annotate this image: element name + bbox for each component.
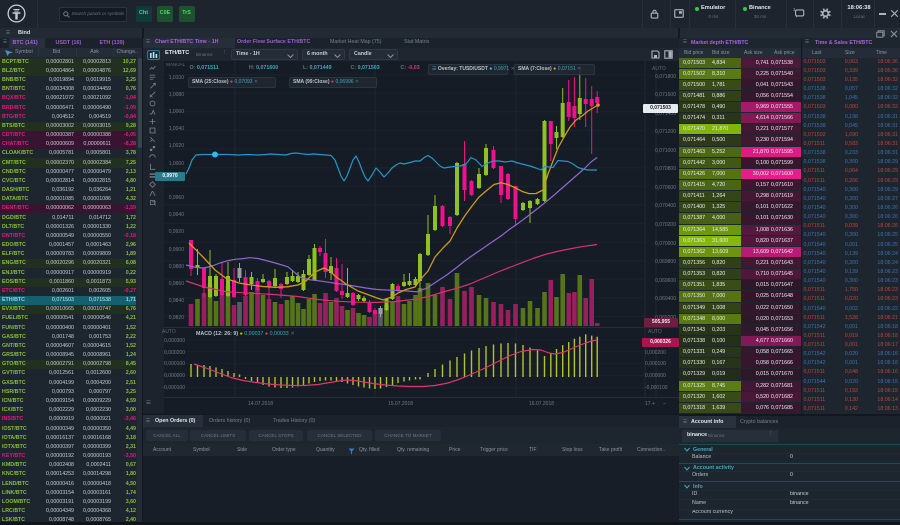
svg-text:1: 1 — [793, 7, 796, 12]
